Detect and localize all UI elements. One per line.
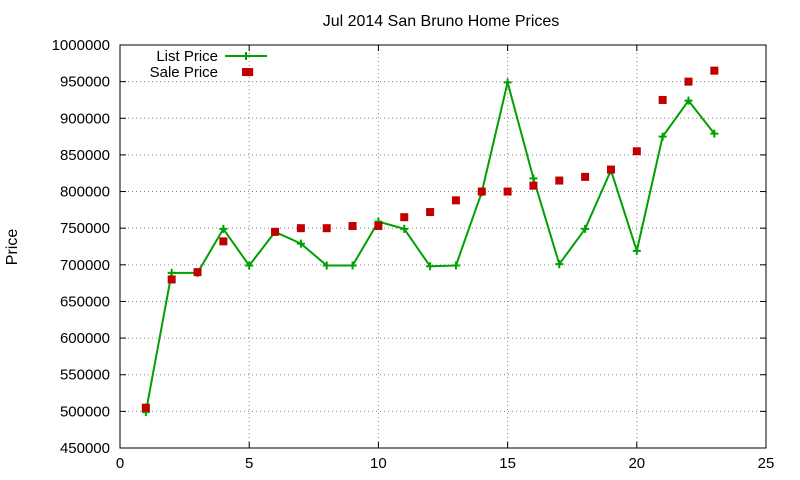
list-price-point [426, 262, 435, 271]
sale-price-point [477, 187, 486, 196]
sale-price-point [400, 213, 409, 222]
list-price-point [632, 246, 641, 255]
list-price-point [684, 96, 693, 105]
sale-price-point [555, 176, 564, 185]
grid-lines [120, 45, 766, 448]
list-price-point [400, 224, 409, 233]
legend-marker-list-price [242, 52, 250, 60]
y-tick-label: 700000 [60, 257, 110, 274]
y-tick-label: 500000 [60, 403, 110, 420]
sale-price-point [632, 147, 641, 156]
sale-price-point [348, 221, 357, 230]
legend-label-sale-price: Sale Price [150, 64, 218, 81]
list-price-point [348, 261, 357, 270]
sale-price-point [271, 227, 280, 236]
y-tick-label: 900000 [60, 110, 110, 127]
sale-price-point [581, 172, 590, 181]
list-price-point [581, 224, 590, 233]
list-price-point [296, 239, 305, 248]
list-price-point [529, 174, 538, 183]
list-price-line [144, 82, 716, 413]
y-axis-ticks: 450000 500000 550000 600000 650000 700000 7500… [52, 37, 766, 457]
list-price-point [219, 224, 228, 233]
sale-price-point [658, 95, 667, 104]
sale-price-point [606, 165, 615, 174]
x-axis-ticks: 0 5 10 15 20 25 [116, 45, 775, 472]
x-tick-label: 10 [370, 455, 387, 472]
y-tick-label: 800000 [60, 184, 110, 201]
sale-price-point [193, 268, 202, 277]
list-price-point [710, 129, 719, 138]
y-tick-label: 950000 [60, 74, 110, 91]
chart-title: Jul 2014 San Bruno Home Prices [323, 13, 560, 30]
list-price-point [245, 261, 254, 270]
y-axis-label: Price [4, 229, 21, 266]
list-price-point [322, 261, 331, 270]
y-tick-label: 450000 [60, 440, 110, 457]
plot-frame [119, 44, 767, 449]
sale-price-point [503, 187, 512, 196]
sale-price-point [374, 221, 383, 230]
list-price-point [451, 261, 460, 270]
sale-price-point [710, 66, 719, 75]
sale-price-point [219, 237, 228, 246]
x-tick-label: 15 [499, 455, 516, 472]
series-layer [141, 66, 719, 417]
y-tick-label: 750000 [60, 220, 110, 237]
sale-price-point [167, 275, 176, 284]
sale-price-point [451, 196, 460, 205]
sale-price-point [322, 224, 331, 233]
x-tick-label: 0 [116, 455, 124, 472]
list-price-point [555, 260, 564, 269]
sale-price-point [426, 208, 435, 217]
sale-price-point [529, 181, 538, 190]
y-tick-label: 850000 [60, 147, 110, 164]
y-tick-label: 650000 [60, 293, 110, 310]
y-tick-label: 1000000 [52, 37, 110, 54]
list-price-point [503, 78, 512, 87]
y-tick-label: 550000 [60, 367, 110, 384]
sale-price-point [296, 224, 305, 233]
y-tick-label: 600000 [60, 330, 110, 347]
x-tick-label: 20 [628, 455, 645, 472]
sale-price-point [684, 77, 693, 86]
legend: List Price Sale Price [150, 48, 267, 81]
list-price-point [658, 132, 667, 141]
legend-marker-sale-price [242, 68, 250, 76]
sale-price-point [141, 403, 150, 412]
x-tick-label: 5 [245, 455, 253, 472]
x-tick-label: 25 [758, 455, 775, 472]
legend-label-list-price: List Price [156, 48, 218, 65]
